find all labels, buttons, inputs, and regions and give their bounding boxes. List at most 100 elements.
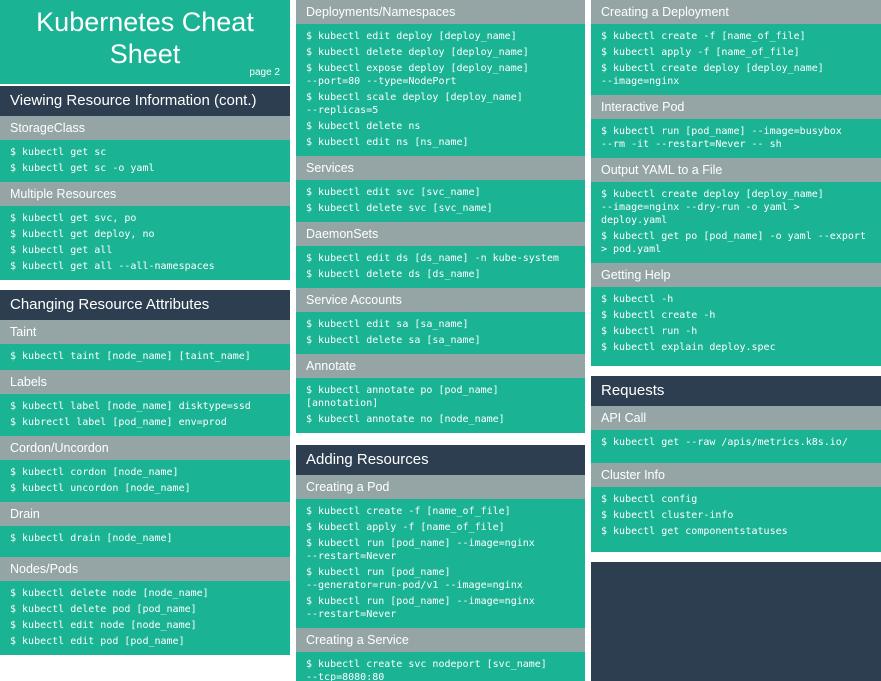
command-block: $ kubectl get sc $ kubectl get sc -o yaml — [0, 140, 290, 182]
column-middle: Deployments/Namespaces $ kubectl edit de… — [296, 0, 585, 681]
command-block: $ kubectl taint [node_name] [taint_name] — [0, 344, 290, 370]
section-heading-changing: Changing Resource Attributes — [0, 290, 290, 320]
command-line: $ kubectl -h — [601, 294, 674, 305]
command-line: $ kubectl create deploy [deploy_name] --… — [601, 189, 824, 226]
command-block: $ kubectl drain [node_name] — [0, 526, 290, 557]
subheading-service-accounts: Service Accounts — [296, 288, 585, 312]
command-line: $ kubectl apply -f [name_of_file] — [306, 522, 505, 533]
subheading-drain: Drain — [0, 502, 290, 526]
subheading-deployments-namespaces: Deployments/Namespaces — [296, 0, 585, 24]
command-line: $ kubectl edit svc [svc_name] — [306, 187, 481, 198]
command-line: $ kubectl uncordon [node_name] — [10, 483, 191, 494]
subheading-interactive-pod: Interactive Pod — [591, 95, 881, 119]
subheading-creating-pod: Creating a Pod — [296, 475, 585, 499]
command-line: $ kubectl edit node [node_name] — [10, 620, 197, 631]
command-line: $ kubectl create -f [name_of_file] — [601, 31, 806, 42]
command-line: $ kubectl get all — [10, 245, 113, 256]
command-line: $ kubectl annotate no [node_name] — [306, 414, 505, 425]
section-heading-adding: Adding Resources — [296, 445, 585, 475]
command-line: $ kubectl delete deploy [deploy_name] — [306, 47, 529, 58]
command-line: $ kubectl edit ds [ds_name] -n kube-syst… — [306, 253, 559, 264]
command-line: $ kubectl get --raw /apis/metrics.k8s.io… — [601, 437, 848, 448]
command-line: $ kubectl config — [601, 494, 698, 505]
command-line: $ kubectl delete svc [svc_name] — [306, 203, 493, 214]
command-line: $ kubectl run [pod_name] --image=nginx -… — [306, 596, 535, 620]
title-line-2: Sheet — [109, 39, 181, 69]
command-line: $ kubectl edit ns [ns_name] — [306, 137, 469, 148]
command-line: $ kubectl edit sa [sa_name] — [306, 319, 469, 330]
command-block: $ kubectl create deploy [deploy_name] --… — [591, 182, 881, 263]
section-heading-requests: Requests — [591, 376, 881, 406]
command-line: $ kubectl cluster-info — [601, 510, 734, 521]
subheading-labels: Labels — [0, 370, 290, 394]
command-line: $ kubectl delete pod [pod_name] — [10, 604, 197, 615]
subheading-creating-service: Creating a Service — [296, 628, 585, 652]
command-block: $ kubectl config $ kubectl cluster-info $ … — [591, 487, 881, 552]
command-line: $ kubectl get svc, po — [10, 213, 137, 224]
command-block: $ kubectl edit sa [sa_name] $ kubectl del… — [296, 312, 585, 354]
command-block: $ kubectl edit deploy [deploy_name] $ kub… — [296, 24, 585, 156]
command-block: $ kubectl run [pod_name] --image=busybox… — [591, 119, 881, 158]
command-line: $ kubectl get all --all-namespaces — [10, 261, 215, 272]
command-line: $ kubectl create -f [name_of_file] — [306, 506, 511, 517]
subheading-storageclass: StorageClass — [0, 116, 290, 140]
command-block: $ kubectl delete node [node_name] $ kubec… — [0, 581, 290, 655]
command-block: $ kubectl get --raw /apis/metrics.k8s.io… — [591, 430, 881, 463]
subheading-output-yaml: Output YAML to a File — [591, 158, 881, 182]
subheading-annotate: Annotate — [296, 354, 585, 378]
subheading-creating-deployment: Creating a Deployment — [591, 0, 881, 24]
command-line: $ kubectl get sc — [10, 147, 107, 158]
command-line: $ kubectl delete node [node_name] — [10, 588, 209, 599]
subheading-getting-help: Getting Help — [591, 263, 881, 287]
command-line: $ kubectl get componentstatuses — [601, 526, 788, 537]
subheading-api-call: API Call — [591, 406, 881, 430]
command-block: $ kubectl create -f [name_of_file] $ kube… — [296, 499, 585, 628]
command-line: $ kubectl scale deploy [deploy_name] --r… — [306, 92, 523, 116]
empty-panel — [591, 562, 881, 681]
subheading-cordon: Cordon/Uncordon — [0, 436, 290, 460]
command-line: $ kubectl run [pod_name] --image=nginx -… — [306, 538, 535, 562]
command-block: $ kubectl -h $ kubectl create -h $ kubectl… — [591, 287, 881, 366]
command-block: $ kubectl annotate po [pod_name] [annota… — [296, 378, 585, 433]
command-line: $ kubectl create deploy [deploy_name] --… — [601, 63, 824, 87]
command-line: $ kubectl run -h — [601, 326, 698, 337]
subheading-daemonsets: DaemonSets — [296, 222, 585, 246]
command-line: $ kubectl taint [node_name] [taint_name] — [10, 351, 251, 362]
column-left: Kubernetes Cheat Sheet page 2 Viewing Re… — [0, 0, 290, 655]
command-line: $ kubectl edit pod [pod_name] — [10, 636, 185, 647]
command-line: $ kubectl run [pod_name] --image=busybox… — [601, 126, 842, 150]
command-line: $ kubectl get sc -o yaml — [10, 163, 155, 174]
subheading-services: Services — [296, 156, 585, 180]
command-line: $ kubectl annotate po [pod_name] [annota… — [306, 385, 499, 409]
command-block: $ kubectl cordon [node_name] $ kubectl un… — [0, 460, 290, 502]
command-line: $ kubectl apply -f [name_of_file] — [601, 47, 800, 58]
subheading-multiple-resources: Multiple Resources — [0, 182, 290, 206]
section-heading-viewing: Viewing Resource Information (cont.) — [0, 86, 290, 116]
title-block: Kubernetes Cheat Sheet page 2 — [0, 0, 290, 84]
command-line: $ kubectl run [pod_name] --generator=run… — [306, 567, 523, 591]
subheading-taint: Taint — [0, 320, 290, 344]
command-block: $ kubectl create -f [name_of_file] $ kube… — [591, 24, 881, 95]
subheading-cluster-info: Cluster Info — [591, 463, 881, 487]
command-line: $ kubectl delete ns — [306, 121, 421, 132]
command-line: $ kubectl explain deploy.spec — [601, 342, 776, 353]
command-line: $ kubrectl label [pod_name] env=prod — [10, 417, 227, 428]
command-line: $ kubectl delete sa [sa_name] — [306, 335, 481, 346]
column-right: Creating a Deployment $ kubectl create -… — [591, 0, 881, 681]
command-line: $ kubectl label [node_name] disktype=ssd — [10, 401, 251, 412]
title-line-1: Kubernetes Cheat — [36, 7, 254, 37]
command-block: $ kubectl create svc nodeport [svc_name]… — [296, 652, 585, 681]
command-block: $ kubectl get svc, po $ kubectl get deplo… — [0, 206, 290, 280]
command-line: $ kubectl expose deploy [deploy_name] --… — [306, 63, 529, 87]
subheading-nodes-pods: Nodes/Pods — [0, 557, 290, 581]
command-line: $ kubectl edit deploy [deploy_name] — [306, 31, 517, 42]
command-line: $ kubectl create svc nodeport [svc_name]… — [306, 659, 547, 681]
command-block: $ kubectl edit ds [ds_name] -n kube-syst… — [296, 246, 585, 288]
page-number: page 2 — [249, 67, 280, 78]
command-block: $ kubectl label [node_name] disktype=ssd… — [0, 394, 290, 436]
command-line: $ kubectl get deploy, no — [10, 229, 155, 240]
command-line: $ kubectl cordon [node_name] — [10, 467, 179, 478]
command-line: $ kubectl create -h — [601, 310, 716, 321]
command-line: $ kubectl drain [node_name] — [10, 533, 173, 544]
command-line: $ kubectl delete ds [ds_name] — [306, 269, 481, 280]
